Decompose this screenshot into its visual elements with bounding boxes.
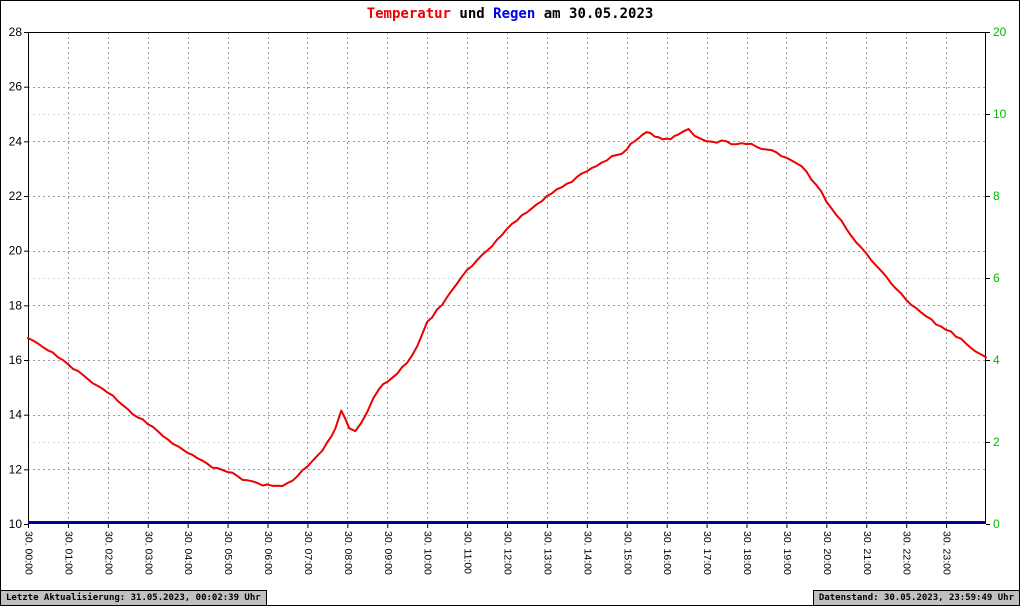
left-axis-label: 10 (9, 517, 23, 531)
temperature-series (27, 128, 987, 487)
title-temperature-label: Temperatur (366, 6, 451, 22)
x-axis-label: 30. 17:00 (701, 531, 713, 575)
x-axis-label: 30. 16:00 (661, 531, 673, 575)
x-axis-label: 30. 21:00 (861, 531, 873, 575)
right-axis-label: 10 (993, 107, 1007, 121)
x-axis-label: 30. 19:00 (781, 531, 793, 575)
x-axis-label: 30. 23:00 (941, 531, 953, 575)
right-axis-label: 4 (993, 353, 1000, 367)
right-axis-label: 8 (993, 189, 1000, 203)
right-axis-label: 20 (993, 25, 1007, 39)
x-axis-label: 30. 11:00 (462, 531, 474, 574)
x-axis-label: 30. 22:00 (901, 531, 913, 575)
data-state-label: Datenstand: 30.05.2023, 23:59:49 Uhr (812, 590, 1019, 605)
x-axis-label: 30. 03:00 (142, 531, 154, 575)
x-axis-label: 30. 02:00 (102, 531, 114, 575)
x-axis-label: 30. 08:00 (342, 531, 354, 575)
x-axis-label: 30. 00:00 (23, 531, 35, 575)
x-axis-label: 30. 20:00 (821, 531, 833, 575)
x-axis-label: 30. 05:00 (222, 531, 234, 575)
title-and-label: und (450, 6, 494, 22)
left-axis-label: 18 (9, 298, 23, 312)
x-axis-label: 30. 09:00 (382, 531, 394, 575)
x-axis-label: 30. 15:00 (621, 531, 633, 575)
title-rain-label: Regen (493, 6, 536, 22)
right-axis-label: 2 (993, 435, 1000, 449)
last-update-label: Letzte Aktualisierung: 31.05.2023, 00:02… (1, 590, 267, 605)
x-axis-label: 30. 06:00 (262, 531, 274, 575)
x-axis-label: 30. 04:00 (182, 531, 194, 575)
left-axis-label: 28 (9, 25, 23, 39)
right-axis-label: 6 (993, 271, 1000, 285)
right-axis-label: 0 (993, 517, 1000, 531)
x-axis-label: 30. 12:00 (502, 531, 514, 575)
left-axis-label: 14 (9, 408, 23, 422)
left-axis-label: 12 (9, 462, 23, 476)
x-axis-label: 30. 14:00 (581, 531, 593, 575)
chart-title: Temperatur und Regen am 30.05.2023 (1, 6, 1019, 22)
left-axis-label: 20 (9, 244, 23, 258)
left-axis-label: 26 (9, 80, 23, 94)
left-axis-label: 16 (9, 353, 23, 367)
x-axis-label: 30. 13:00 (541, 531, 553, 575)
left-axis-label: 22 (9, 189, 23, 203)
left-axis-label: 24 (9, 134, 23, 148)
x-axis-label: 30. 01:00 (62, 531, 74, 575)
x-axis-label: 30. 07:00 (302, 531, 314, 575)
title-date-label: am 30.05.2023 (535, 6, 654, 22)
x-axis-label: 30. 10:00 (422, 531, 434, 575)
x-axis-label: 30. 18:00 (741, 531, 753, 575)
